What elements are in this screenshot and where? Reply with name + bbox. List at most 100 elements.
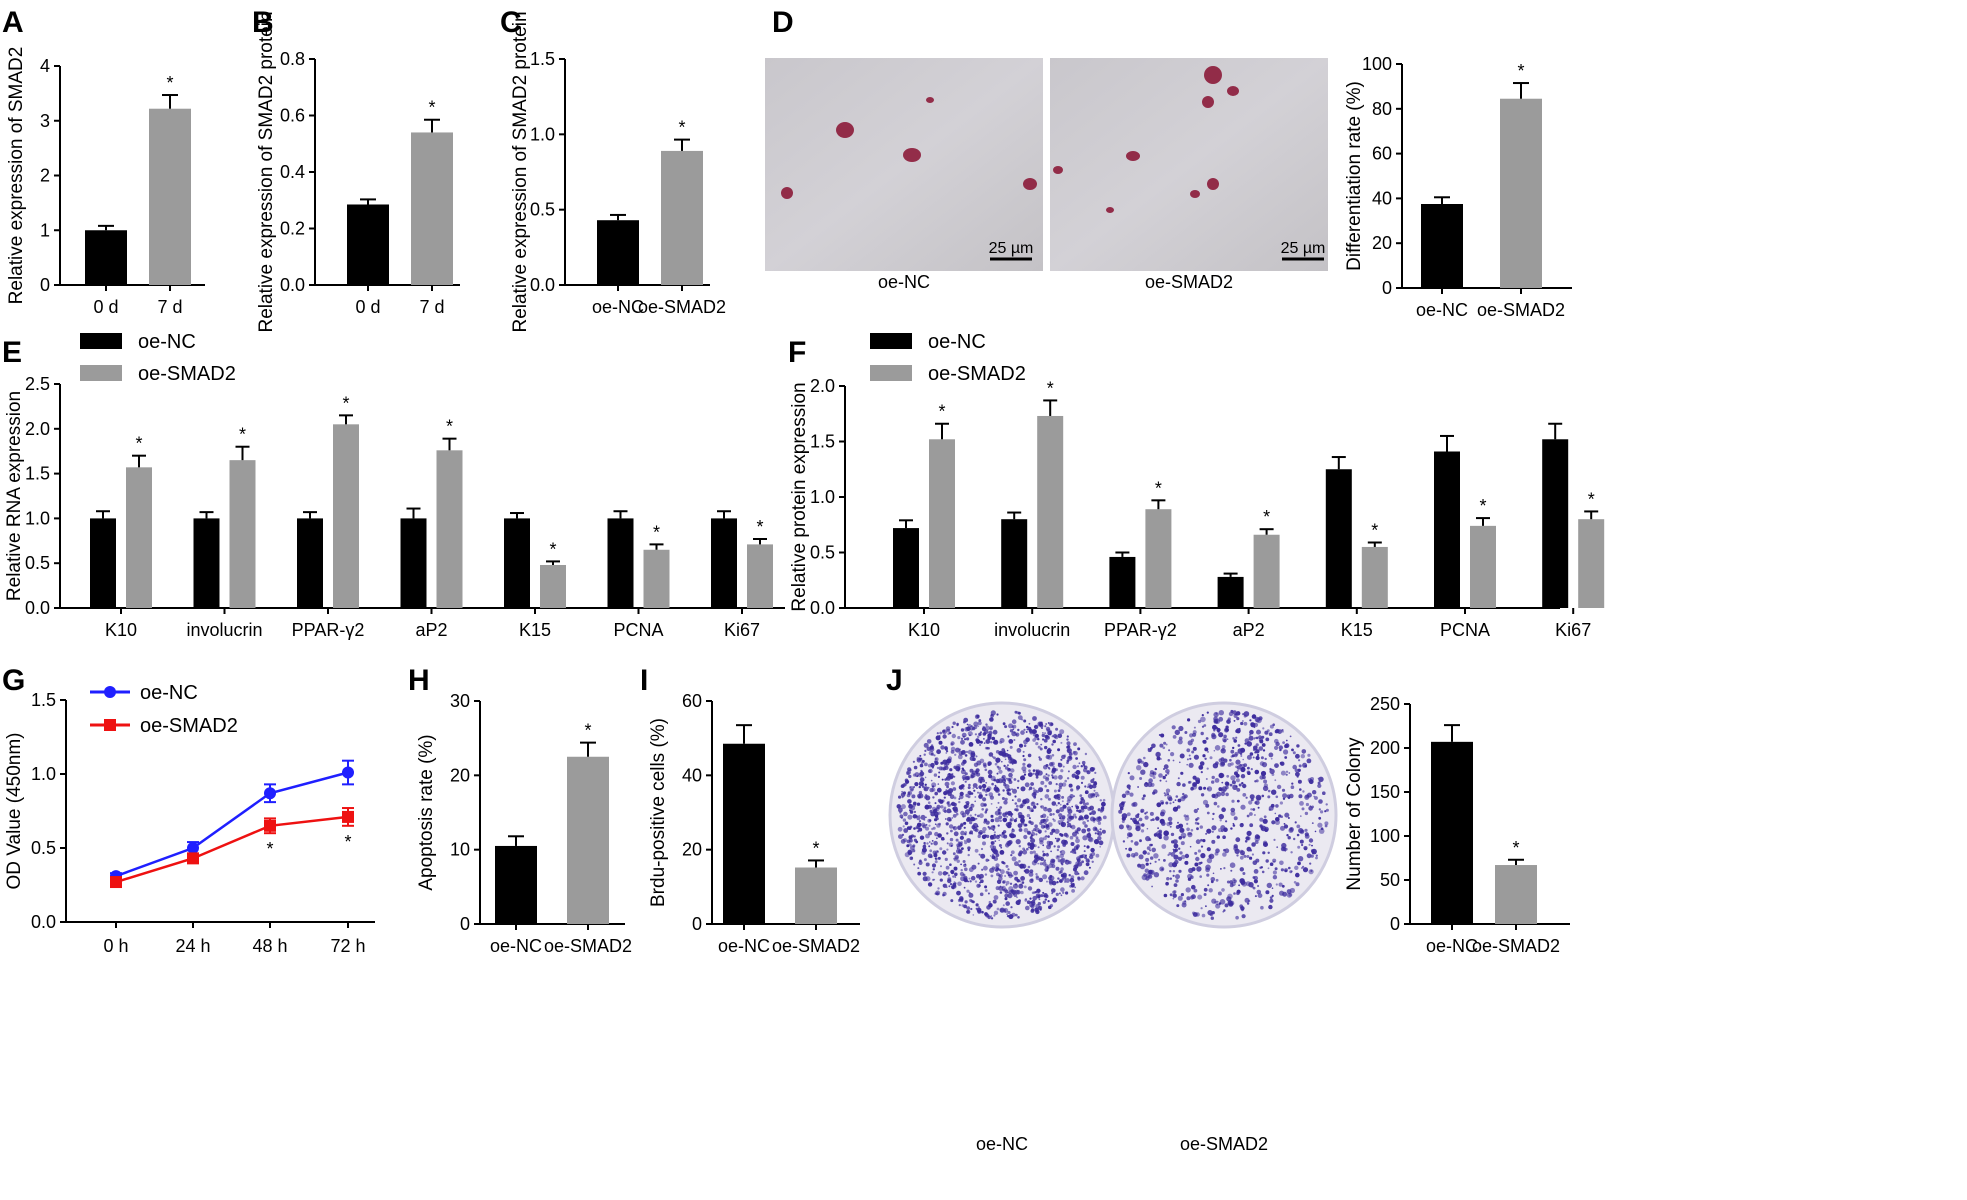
colony-dot — [1055, 783, 1058, 786]
colony-dot — [1057, 733, 1063, 739]
colony-dot — [1084, 854, 1087, 857]
colony-dot — [1208, 853, 1215, 860]
colony-dot — [1280, 868, 1284, 872]
colony-dot — [1293, 881, 1297, 884]
colony-dot — [1076, 765, 1080, 768]
colony-dot — [1144, 812, 1147, 815]
colony-dot — [898, 807, 903, 813]
colony-dot — [946, 759, 950, 763]
colony-dot — [1202, 740, 1206, 743]
x-tick-label: 7 d — [157, 297, 182, 317]
colony-dot — [1040, 824, 1045, 829]
colony-dot — [1082, 821, 1086, 825]
bar — [893, 528, 919, 608]
x-tick-label: Ki67 — [724, 620, 760, 640]
y-tick-label: 0.6 — [280, 106, 305, 126]
colony-dot — [1247, 771, 1251, 775]
colony-dot — [990, 825, 996, 831]
legend-marker — [104, 686, 116, 698]
colony-dot — [1033, 891, 1036, 894]
series-line — [115, 815, 349, 884]
colony-dot — [909, 810, 913, 813]
colony-dot — [1205, 737, 1209, 740]
colony-dot — [1073, 813, 1077, 817]
colony-dot — [922, 876, 928, 882]
colony-dot — [1246, 855, 1250, 858]
colony-dot — [1246, 836, 1251, 841]
colony-dot — [983, 865, 988, 871]
colony-dot — [1086, 845, 1090, 849]
colony-dot — [970, 806, 973, 809]
colony-dot — [1136, 765, 1142, 771]
colony-dot — [1274, 819, 1280, 826]
significance-star: * — [342, 393, 349, 413]
colony-dot — [1004, 725, 1008, 729]
colony-dot — [964, 833, 967, 836]
colony-dot — [1178, 725, 1184, 732]
colony-dot — [1286, 889, 1292, 894]
colony-dot — [1203, 893, 1207, 896]
y-axis-label: Differentiation rate (%) — [1344, 81, 1365, 271]
colony-dot — [1057, 820, 1062, 824]
colony-dot — [939, 847, 943, 851]
colony-dot — [1270, 757, 1273, 760]
colony-dot — [1036, 888, 1041, 893]
colony-dot — [1005, 880, 1010, 885]
colony-dot — [1043, 820, 1047, 824]
colony-dot — [1037, 829, 1042, 834]
colony-dot — [1200, 853, 1206, 859]
colony-dot — [1310, 849, 1315, 853]
colony-dot — [1202, 839, 1206, 843]
colony-dot — [958, 748, 961, 751]
colony-dot — [1230, 827, 1233, 830]
colony-dot — [1240, 766, 1246, 773]
y-tick-label: 3 — [40, 111, 50, 131]
colony-dot — [1284, 756, 1288, 759]
colony-dot — [1298, 794, 1303, 799]
colony-dot — [1151, 847, 1156, 853]
colony-dot — [1302, 762, 1308, 768]
colony-dot — [1249, 752, 1254, 756]
colony-dot — [935, 735, 941, 741]
colony-dot — [1194, 851, 1198, 855]
colony-dot — [1203, 724, 1207, 727]
colony-dot — [960, 863, 962, 866]
colony-dot — [1211, 839, 1216, 844]
colony-dot — [1004, 784, 1010, 790]
colony-dot — [927, 804, 933, 809]
colony-dot — [1197, 849, 1201, 853]
colony-dot — [1066, 748, 1072, 754]
bar — [229, 460, 256, 608]
colony-dot — [1229, 758, 1232, 762]
colony-dot — [1057, 845, 1061, 849]
colony-dot — [970, 899, 974, 903]
colony-dot — [1128, 847, 1133, 852]
colony-dot — [1040, 815, 1044, 818]
y-tick-label: 50 — [1380, 870, 1400, 890]
colony-dot — [982, 826, 987, 832]
colony-dot — [1211, 817, 1214, 821]
colony-dot — [1288, 866, 1291, 870]
colony-dot — [989, 727, 993, 731]
colony-dot — [994, 817, 1000, 823]
micrograph-left-caption: oe-NC — [878, 272, 930, 292]
colony-dot — [921, 822, 926, 827]
colony-dot — [1024, 782, 1030, 788]
colony-dot — [1208, 888, 1213, 893]
colony-dot — [1259, 824, 1263, 828]
colony-dot — [1047, 797, 1051, 801]
x-tick-label: 24 h — [175, 936, 210, 956]
data-point — [187, 852, 199, 865]
colony-dot — [1324, 810, 1327, 813]
colony-dot — [924, 783, 927, 786]
colony-dot — [1204, 747, 1209, 752]
colony-dot — [1186, 748, 1191, 753]
colony-dot — [1166, 772, 1170, 775]
colony-dot — [1171, 862, 1178, 868]
colony-dot — [1093, 839, 1100, 845]
colony-dot — [1069, 794, 1074, 799]
colony-dot — [1051, 735, 1054, 738]
colony-dot — [1264, 757, 1267, 761]
colony-dot — [1067, 745, 1071, 749]
colony-dot — [1281, 884, 1285, 888]
